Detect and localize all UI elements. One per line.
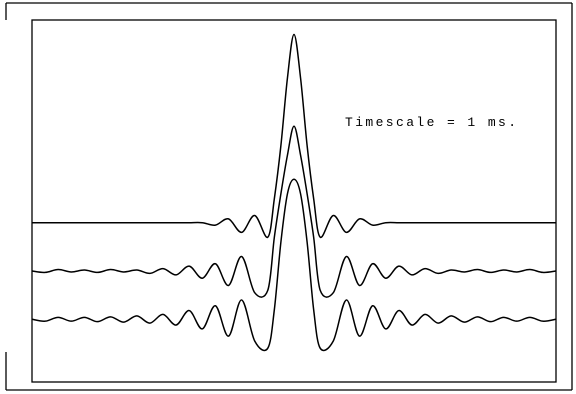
- page-border: [5, 2, 573, 391]
- series-line-2: [31, 125, 557, 298]
- series-line-3: [31, 178, 557, 352]
- series-line-1: [32, 33, 556, 238]
- timescale-annotation: Timescale = 1 ms.: [345, 115, 518, 130]
- plot-frame: [31, 19, 557, 383]
- trace-group: [31, 33, 557, 352]
